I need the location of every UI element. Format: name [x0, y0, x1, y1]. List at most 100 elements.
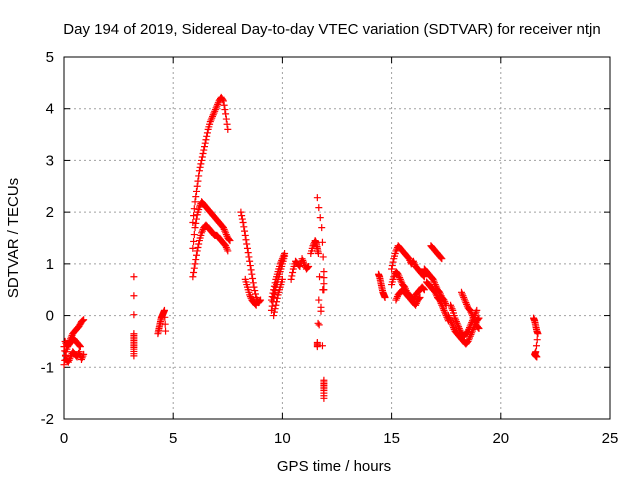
y-axis-label: SDTVAR / TECUs [5, 178, 22, 298]
data-point [431, 279, 439, 287]
data-point [219, 96, 227, 104]
data-point [459, 292, 467, 300]
data-point [314, 250, 322, 258]
data-point [61, 337, 69, 345]
data-point [464, 327, 472, 335]
data-point [75, 341, 83, 349]
data-point [243, 240, 251, 248]
data-point [273, 294, 281, 302]
data-point [458, 290, 466, 298]
data-point [249, 279, 257, 287]
data-point [246, 257, 254, 265]
data-point [207, 116, 215, 124]
data-point [249, 275, 257, 283]
data-point [80, 350, 88, 358]
series-rise-middle [189, 198, 234, 252]
data-point [192, 251, 200, 259]
series-cluster-15.5a [388, 242, 428, 281]
data-point [212, 104, 220, 112]
data-point [300, 258, 308, 266]
data-point [455, 323, 463, 331]
data-point [192, 219, 200, 227]
data-point [281, 250, 289, 258]
data-point [451, 314, 459, 322]
series-arc-9.8c [270, 275, 286, 320]
data-point [201, 139, 209, 147]
data-point [462, 299, 470, 307]
data-point [298, 255, 306, 263]
data-point [316, 273, 324, 281]
series-arc-4.5 [154, 306, 170, 338]
data-point [318, 224, 326, 232]
data-point [225, 236, 233, 244]
data-point [436, 298, 444, 306]
data-point [198, 153, 206, 161]
data-point [222, 243, 230, 251]
data-point [198, 156, 206, 164]
data-point [445, 313, 453, 321]
series-pt-3.2 [130, 273, 138, 360]
data-point [193, 182, 201, 190]
data-point [437, 300, 445, 308]
x-tick-label: 20 [492, 430, 509, 447]
data-point [245, 253, 253, 261]
data-point [436, 296, 444, 304]
data-point [221, 227, 229, 235]
data-point [409, 257, 417, 265]
data-point [430, 277, 438, 285]
data-point [193, 247, 201, 255]
data-point [194, 243, 202, 251]
data-point [467, 308, 475, 316]
data-point [452, 318, 460, 326]
data-point [130, 352, 138, 360]
series-arc-17b [427, 242, 446, 263]
data-point [452, 316, 460, 324]
x-axis: 0 5 10 15 20 25 [60, 57, 618, 447]
data-point [394, 270, 402, 278]
data-point [239, 218, 247, 226]
series-arc-8.5b [241, 275, 260, 309]
data-point [460, 293, 468, 301]
data-point [420, 273, 428, 281]
data-point [447, 318, 455, 326]
data-point [276, 260, 284, 268]
grid-lines [64, 57, 610, 419]
data-point [222, 110, 230, 118]
data-point [395, 272, 403, 280]
data-point [412, 301, 420, 309]
data-point [67, 353, 75, 361]
data-point [457, 288, 465, 296]
data-point [192, 256, 200, 264]
data-point [214, 100, 222, 108]
data-point [405, 255, 413, 263]
data-point [470, 315, 478, 323]
series-rise-lower [189, 221, 232, 281]
data-point [194, 177, 202, 185]
data-point [319, 286, 327, 294]
data-point [250, 283, 258, 291]
data-point [76, 342, 84, 350]
data-point [190, 268, 198, 276]
data-point [303, 264, 311, 272]
data-point [222, 115, 230, 123]
data-point [320, 274, 328, 282]
data-point [238, 215, 246, 223]
data-point [224, 125, 232, 133]
data-point [248, 270, 256, 278]
y-tick-label: 3 [46, 152, 54, 169]
data-point [289, 268, 297, 276]
data-point [192, 215, 200, 223]
data-point [534, 330, 542, 338]
data-point [319, 253, 327, 261]
data-point [257, 296, 265, 304]
data-point [197, 160, 205, 168]
data-point [206, 118, 214, 126]
x-tick-label: 15 [383, 430, 400, 447]
x-tick-label: 0 [60, 430, 68, 447]
data-point [240, 223, 248, 231]
data-point [269, 289, 277, 297]
data-point [222, 242, 230, 250]
data-point [449, 324, 457, 332]
series-cluster-18c [457, 288, 483, 332]
